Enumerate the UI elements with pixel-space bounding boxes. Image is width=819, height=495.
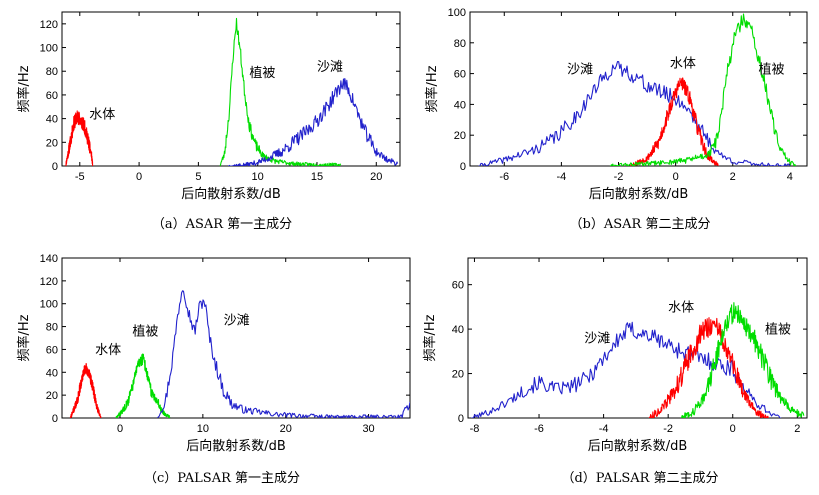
- y-tick-label: 60: [46, 90, 58, 102]
- y-tick-label: 120: [40, 276, 58, 288]
- series-line-1: [471, 321, 782, 418]
- y-tick-label: 20: [46, 137, 58, 149]
- series-line-3: [156, 290, 410, 418]
- y-tick-label: 120: [40, 19, 58, 31]
- x-tick-label: 0: [673, 171, 679, 183]
- y-tick-label: 20: [46, 390, 58, 402]
- x-axis-label: 后向散射系数/dB: [181, 186, 281, 202]
- x-tick-label: 10: [252, 171, 264, 183]
- series-line-2: [219, 17, 342, 166]
- x-tick-label: -2: [614, 171, 624, 183]
- series-annotation: 水体: [95, 343, 121, 358]
- x-axis-label: 后向散射系数/dB: [588, 438, 688, 454]
- y-tick-label: 40: [46, 114, 58, 126]
- series-annotation: 沙滩: [224, 313, 250, 328]
- series-group: [65, 17, 399, 166]
- series-line-2: [648, 317, 769, 418]
- y-tick-label: 0: [52, 413, 58, 425]
- y-tick-label: 0: [458, 413, 464, 425]
- y-tick-label: 100: [40, 299, 58, 311]
- series-annotation: 植被: [249, 66, 275, 81]
- x-tick-label: -2: [663, 423, 673, 435]
- x-tick-label: 5: [195, 171, 201, 183]
- panel-caption: （c）PALSAR 第一主成分: [144, 471, 300, 486]
- series-line-1: [69, 363, 102, 418]
- chart-panel-1: -5 0 5 10 15 20 0 20 40 60 80 100 120 后向散射系数/dB 频率/Hz 水…: [16, 11, 401, 232]
- y-tick-label: 40: [452, 324, 464, 336]
- x-tick-label: 2: [730, 171, 736, 183]
- y-axis-label: 频率/Hz: [16, 314, 32, 361]
- x-tick-label: 20: [280, 423, 292, 435]
- y-tick-label: 0: [52, 161, 58, 173]
- y-tick-label: 20: [454, 130, 466, 142]
- x-axis-label: 后向散射系数/dB: [186, 438, 286, 454]
- series-group: [69, 290, 410, 418]
- x-tick-label: -5: [75, 171, 85, 183]
- y-tick-label: 80: [46, 322, 58, 334]
- y-tick-label: 100: [448, 7, 466, 19]
- x-tick-label: 30: [362, 423, 374, 435]
- plot-frame: [469, 11, 808, 167]
- y-tick-label: 0: [460, 161, 466, 173]
- series-line-3: [228, 77, 399, 166]
- x-tick-label: 2: [794, 423, 800, 435]
- x-tick-label: 15: [311, 171, 323, 183]
- y-tick-label: 40: [454, 99, 466, 111]
- x-axis-label: 后向散射系数/dB: [589, 186, 689, 202]
- x-tick-label: -8: [470, 423, 480, 435]
- y-tick-label: 40: [46, 367, 58, 379]
- series-annotation: 植被: [765, 323, 791, 338]
- y-tick-label: 20: [452, 369, 464, 381]
- series-annotation: 水体: [668, 300, 694, 315]
- y-tick-label: 60: [452, 280, 464, 292]
- x-tick-label: -4: [599, 423, 609, 435]
- series-annotation: 植被: [758, 63, 784, 78]
- series-line-1: [478, 61, 791, 166]
- series-line-3: [609, 13, 797, 166]
- x-tick-label: 20: [370, 171, 382, 183]
- x-tick-label: 10: [197, 423, 209, 435]
- x-tick-label: 4: [787, 171, 793, 183]
- y-tick-label: 60: [454, 69, 466, 81]
- y-tick-label: 100: [40, 43, 58, 55]
- x-tick-label: 0: [730, 423, 736, 435]
- series-annotation: 沙滩: [567, 63, 593, 78]
- y-tick-label: 80: [46, 66, 58, 78]
- plot-frame: [61, 257, 411, 419]
- series-group: [478, 13, 797, 166]
- panel-caption: （d）PALSAR 第二主成分: [561, 471, 718, 486]
- x-tick-label: -6: [534, 423, 544, 435]
- x-tick-label: 0: [117, 423, 123, 435]
- series-annotation: 沙滩: [317, 60, 343, 75]
- y-tick-label: 60: [46, 344, 58, 356]
- series-line-3: [681, 302, 805, 418]
- y-tick-label: 140: [40, 253, 58, 265]
- x-tick-label: -4: [556, 171, 566, 183]
- chart-panel-3: 0 10 20 30 0 20 40 60 80 100 120 140 后向散射系数/dB 频率/Hz 水…: [16, 253, 411, 486]
- series-annotation: 水体: [670, 56, 696, 71]
- series-group: [471, 302, 805, 418]
- series-annotation: 水体: [89, 108, 115, 123]
- y-tick-label: 80: [454, 38, 466, 50]
- y-axis-label: 频率/Hz: [16, 65, 32, 112]
- series-annotation: 沙滩: [584, 331, 610, 346]
- panel-caption: （b）ASAR 第二主成分: [570, 217, 711, 232]
- panel-caption: （a）ASAR 第一主成分: [152, 217, 292, 232]
- x-tick-label: -6: [499, 171, 509, 183]
- chart-panel-2: -6 -4 -2 0 2 4020406080100后向散射系数/dB频率/Hz 沙滩 水体植…: [424, 7, 808, 232]
- x-tick-label: 0: [136, 171, 142, 183]
- series-line-1: [65, 110, 94, 166]
- series-annotation: 植被: [132, 325, 158, 340]
- y-axis-label: 频率/Hz: [424, 65, 440, 112]
- y-axis-label: 频率/Hz: [422, 314, 438, 361]
- series-line-2: [629, 77, 719, 166]
- series-line-2: [115, 353, 171, 418]
